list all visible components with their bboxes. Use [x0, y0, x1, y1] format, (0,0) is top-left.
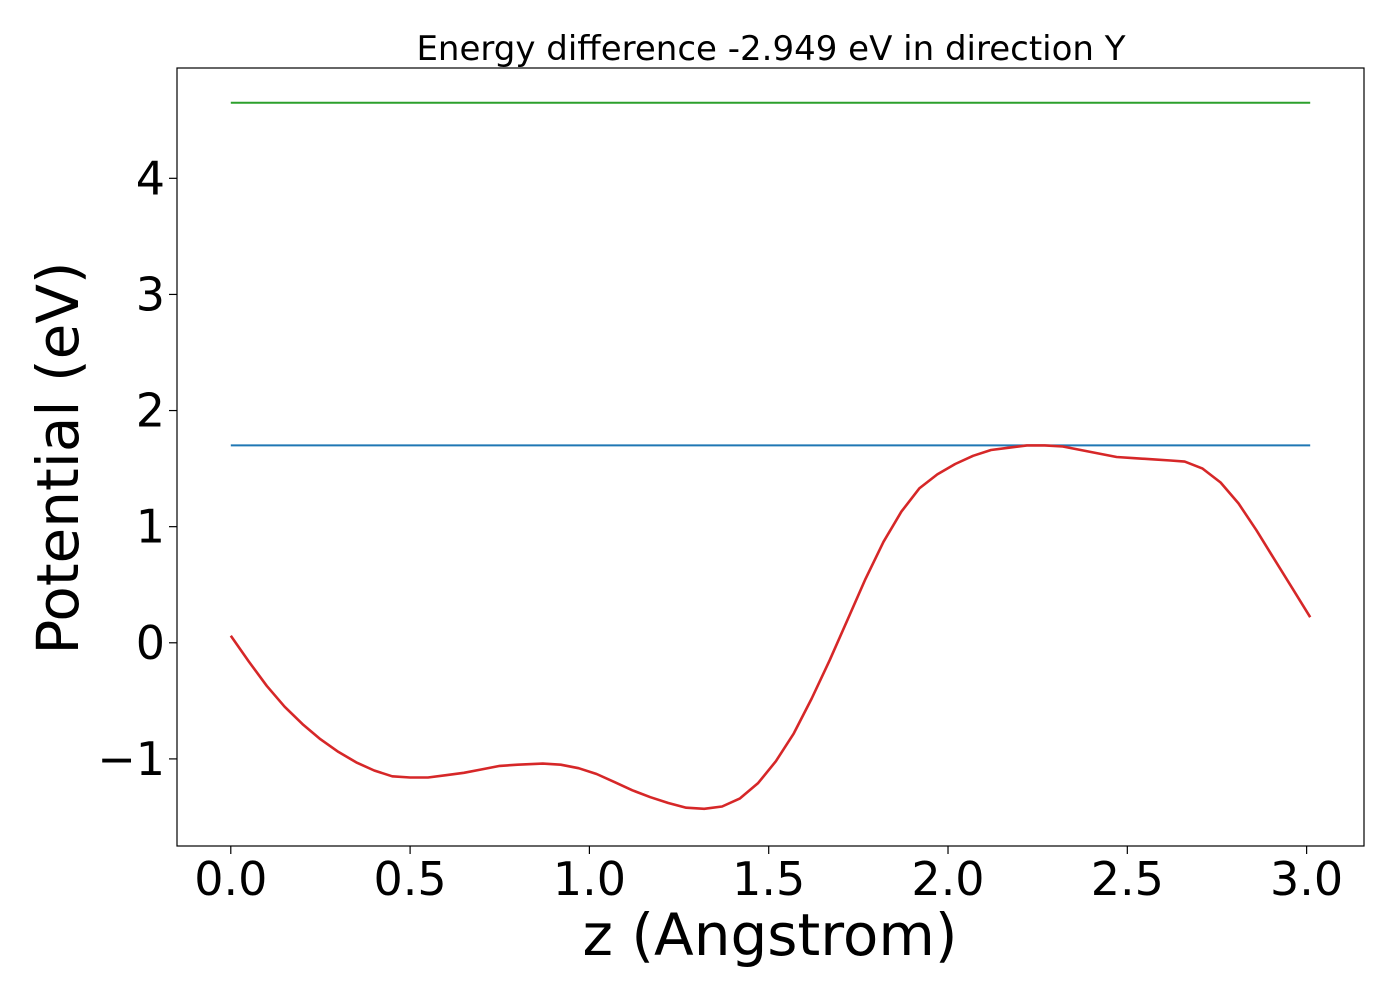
- y-tick-label: 3: [136, 267, 165, 321]
- x-tick-label: 0.0: [194, 852, 267, 906]
- series-layer: [229, 101, 1312, 811]
- y-axis-label: Potential (eV): [24, 261, 92, 654]
- x-tick-label: 1.0: [553, 852, 626, 906]
- y-axis: −1 0 1 2 3 4: [97, 151, 177, 786]
- x-tick-label: 0.5: [374, 852, 447, 906]
- x-tick-label: 2.5: [1091, 852, 1164, 906]
- x-tick-label: 3.0: [1270, 852, 1343, 906]
- x-tick-label: 1.5: [732, 852, 805, 906]
- x-axis-label: z (Angstrom): [583, 901, 958, 969]
- y-tick-label: 0: [136, 616, 165, 670]
- y-tick-label: −1: [97, 732, 165, 786]
- plot-frame: [176, 67, 1365, 847]
- chart-title: Energy difference -2.949 eV in direction…: [416, 29, 1125, 69]
- x-axis: 0.0 0.5 1.0 1.5 2.0 2.5 3.0: [194, 846, 1343, 906]
- y-tick-label: 4: [136, 151, 165, 205]
- x-tick-label: 2.0: [911, 852, 984, 906]
- y-tick-label: 2: [136, 384, 165, 438]
- series-line-3: [229, 444, 1312, 811]
- y-tick-label: 1: [136, 500, 165, 554]
